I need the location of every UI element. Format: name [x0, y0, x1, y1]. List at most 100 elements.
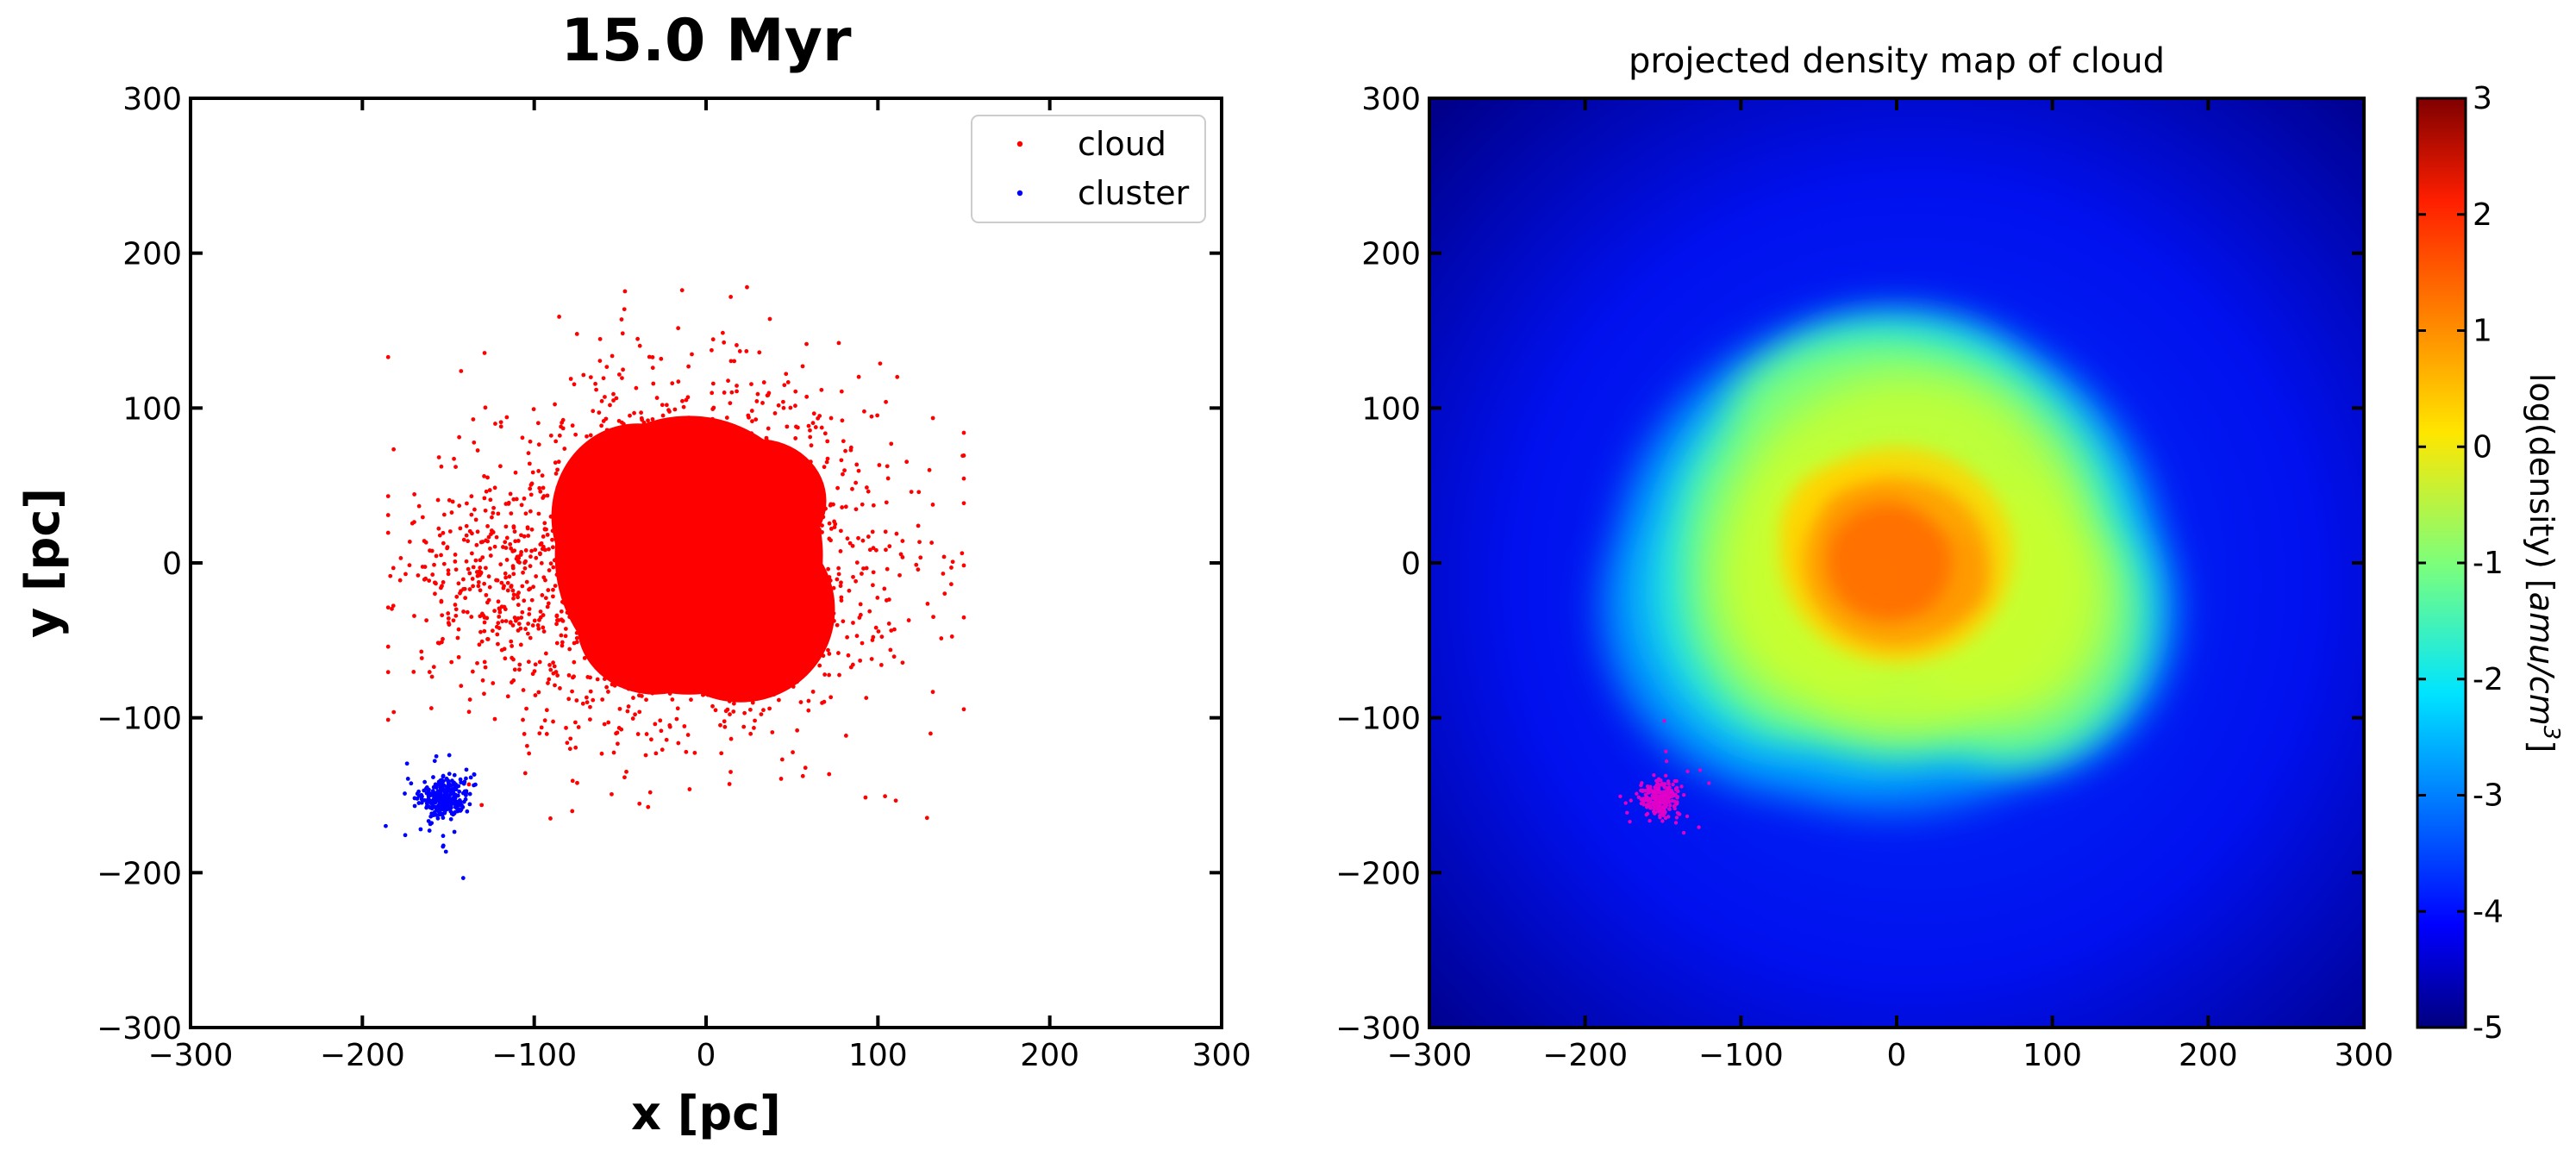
cloud-point	[743, 491, 748, 497]
cloud-point	[729, 390, 735, 395]
cluster-point	[435, 783, 440, 787]
cloud-point	[864, 485, 869, 490]
cloud-point	[612, 473, 617, 478]
cloud-point	[710, 478, 715, 482]
cloud-point	[819, 387, 824, 392]
cloud-point	[873, 625, 878, 630]
cloud-point	[658, 595, 662, 600]
cluster-point	[442, 792, 447, 797]
cloud-point	[763, 493, 768, 498]
cloud-point	[522, 598, 527, 603]
cloud-point	[497, 464, 503, 469]
x-tick-label: −200	[1542, 1038, 1628, 1073]
overlay-point	[1648, 799, 1653, 803]
cluster-point	[443, 849, 448, 854]
cloud-point	[680, 640, 685, 646]
cloud-point	[710, 638, 715, 642]
cloud-point	[734, 573, 739, 578]
cloud-point	[663, 572, 668, 578]
cloud-point	[450, 499, 455, 504]
cloud-point	[815, 519, 820, 524]
cloud-point	[819, 425, 824, 430]
cloud-point	[612, 442, 617, 447]
cloud-point	[707, 485, 712, 491]
cloud-point	[810, 622, 814, 627]
cloud-point	[794, 459, 799, 464]
cloud-point	[806, 476, 810, 480]
cloud-point	[691, 575, 696, 580]
cloud-point	[818, 503, 823, 508]
cloud-point	[678, 537, 683, 542]
cloud-point	[705, 527, 710, 532]
cloud-point	[703, 504, 709, 509]
cloud-point	[755, 391, 760, 397]
cloud-point	[699, 582, 704, 587]
cloud-point	[625, 709, 630, 714]
cloud-point	[699, 547, 704, 552]
overlay-point	[1662, 719, 1666, 723]
cloud-point	[594, 647, 599, 653]
cloud-point	[453, 603, 458, 607]
cloud-point	[471, 417, 476, 422]
cloud-point	[419, 649, 424, 654]
cloud-point	[441, 561, 447, 566]
cloud-point	[810, 608, 816, 613]
density-title: projected density map of cloud	[1629, 41, 2165, 81]
overlay-point	[1664, 759, 1669, 764]
cloud-point	[733, 478, 738, 484]
cloud-point	[762, 507, 767, 512]
cloud-point	[422, 565, 428, 569]
cloud-point	[615, 626, 620, 630]
cloud-point	[871, 503, 876, 508]
cloud-point	[630, 586, 635, 591]
cloud-point	[887, 544, 892, 549]
cloud-point	[582, 655, 587, 660]
cloud-point	[618, 458, 623, 463]
cloud-point	[486, 534, 491, 540]
cloud-point	[738, 553, 743, 559]
cloud-point	[482, 581, 487, 586]
cloud-point	[542, 718, 547, 723]
cloud-point	[676, 630, 681, 634]
cloud-point	[706, 418, 710, 423]
cloud-point	[475, 529, 480, 534]
cloud-point	[710, 649, 716, 654]
cluster-point	[404, 761, 410, 766]
cloud-point	[461, 537, 466, 542]
cloud-point	[625, 629, 630, 634]
cloud-point	[854, 462, 860, 467]
cloud-point	[772, 489, 776, 494]
cloud-point	[559, 633, 564, 638]
cloud-point	[527, 461, 532, 466]
cloud-point	[742, 547, 747, 553]
cloud-point	[467, 528, 472, 534]
cloud-point	[488, 547, 492, 551]
cloud-point	[843, 448, 847, 453]
cloud-point	[660, 428, 666, 434]
cloud-point	[508, 621, 513, 625]
cloud-point	[789, 449, 794, 454]
cloud-point	[485, 524, 490, 528]
cluster-point	[450, 801, 455, 806]
cloud-point	[452, 456, 456, 461]
cloud-point	[722, 591, 727, 597]
cloud-point	[726, 486, 731, 491]
cloud-point	[730, 587, 735, 592]
cloud-point	[676, 481, 681, 486]
cloud-point	[635, 640, 641, 646]
cloud-point	[807, 664, 811, 669]
cloud-point	[627, 528, 631, 534]
cloud-point	[603, 648, 607, 653]
cloud-point	[464, 559, 469, 564]
cloud-point	[551, 513, 556, 518]
cloud-point	[483, 508, 488, 513]
cloud-point	[589, 504, 594, 509]
cloud-point	[740, 541, 745, 547]
cloud-point	[791, 503, 796, 508]
cloud-point	[541, 629, 547, 634]
overlay-point	[1697, 825, 1701, 829]
cloud-point	[579, 491, 585, 496]
cloud-point	[440, 640, 444, 645]
cloud-point	[747, 561, 752, 566]
cloud-point	[657, 653, 662, 658]
